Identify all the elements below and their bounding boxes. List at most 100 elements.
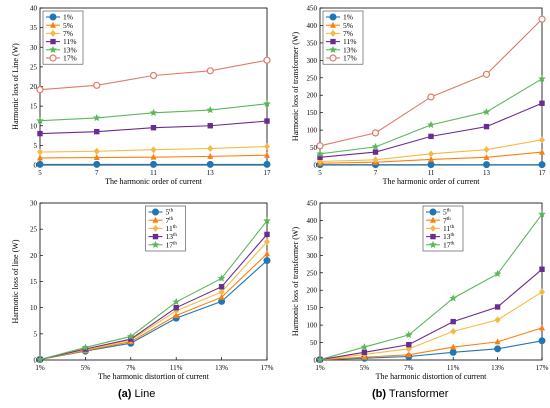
series-line <box>319 291 543 361</box>
data-point <box>93 160 101 168</box>
y-tick-label: 400 <box>307 217 318 225</box>
chart-panel-4: 0 50 100 150 200 250 300 350 400 450 1% 5% 7% 11% 13% 1… <box>291 200 549 382</box>
data-point <box>173 312 180 319</box>
legend-marker <box>49 54 57 62</box>
data-point <box>428 133 434 140</box>
series-11% <box>317 100 545 161</box>
legend-label: 17% <box>63 54 77 63</box>
y-tick-label: 5 <box>34 330 38 338</box>
data-point <box>207 123 213 129</box>
data-point <box>494 316 501 324</box>
y-tick-label: 30 <box>30 200 38 208</box>
y-tick-label: 300 <box>307 252 318 260</box>
data-point <box>206 67 214 75</box>
data-point <box>206 160 214 168</box>
legend-label: 7% <box>343 29 353 38</box>
x-tick-label: 1% <box>315 364 325 372</box>
y-tick-label: 10 <box>30 304 38 312</box>
legend-marker <box>430 233 436 240</box>
data-point <box>207 145 214 153</box>
data-point <box>483 146 490 154</box>
data-point <box>405 351 412 358</box>
y-tick-label: 0 <box>314 162 318 170</box>
data-point <box>207 152 214 159</box>
data-point <box>217 274 226 282</box>
data-point <box>483 153 490 160</box>
legend-label: 13th <box>443 232 455 241</box>
data-point <box>494 304 501 310</box>
legend-marker <box>50 38 56 45</box>
data-point <box>150 153 157 160</box>
y-tick-label: 50 <box>310 144 318 152</box>
data-point <box>450 343 457 350</box>
data-point <box>427 161 435 169</box>
legend-box <box>322 10 364 65</box>
series-5% <box>37 151 270 161</box>
caption-a-text: Line <box>134 388 156 400</box>
legend-marker <box>330 38 336 45</box>
x-tick-label: 11% <box>170 364 183 372</box>
y-tick-label: 25 <box>30 226 38 234</box>
data-point <box>539 266 545 272</box>
data-point <box>449 348 457 356</box>
y-axis-label: Harmonic loss of Line (W) <box>11 43 20 130</box>
data-point <box>150 160 157 168</box>
y-tick-label: 450 <box>307 5 318 13</box>
caption-a-tag: (a) <box>118 388 132 400</box>
y-tick-label: 10 <box>30 122 38 130</box>
series-line <box>39 253 268 361</box>
data-point <box>150 125 157 131</box>
data-point <box>92 113 101 122</box>
chart-panel-3: 0 5 10 15 20 25 30 1% 5% 7% 11% 13% 17% The harmonic … <box>11 200 274 382</box>
x-tick-label: 7 <box>95 169 99 177</box>
legend-marker <box>50 21 56 28</box>
data-point <box>406 341 412 348</box>
caption-b-tag: (b) <box>372 388 387 400</box>
data-point <box>172 297 180 306</box>
data-point <box>36 355 44 363</box>
y-tick-label: 20 <box>30 252 38 260</box>
legend-marker <box>49 13 57 21</box>
legend-label: 13th <box>166 232 178 241</box>
y-tick-label: 150 <box>307 109 318 117</box>
data-point <box>538 210 546 218</box>
series-line <box>319 327 543 361</box>
data-point <box>538 15 546 23</box>
data-point <box>494 345 502 353</box>
data-point <box>218 293 225 300</box>
series-line <box>319 340 543 361</box>
y-tick-label: 15 <box>30 103 38 111</box>
data-point <box>36 160 44 168</box>
data-point <box>264 238 270 246</box>
y-tick-label: 200 <box>307 92 318 100</box>
x-tick-label: 5% <box>81 364 91 372</box>
caption-b-text: Transformer <box>388 388 449 400</box>
x-tick-label: 11 <box>150 169 157 177</box>
legend-marker <box>49 45 57 54</box>
data-point <box>427 93 435 101</box>
data-point <box>37 154 43 161</box>
legend-marker <box>152 208 159 216</box>
data-point <box>493 269 502 278</box>
data-point <box>317 154 323 161</box>
data-point <box>316 355 324 363</box>
x-tick-label: 5% <box>360 364 370 372</box>
y-axis-label: Harmonic loss of transformer (W) <box>291 32 300 142</box>
y-tick-label: 40 <box>30 5 38 13</box>
data-point <box>539 148 545 155</box>
y-tick-label: 350 <box>307 234 318 242</box>
data-point <box>539 136 545 144</box>
data-point <box>316 149 324 158</box>
data-point <box>263 216 271 225</box>
data-point <box>128 336 134 342</box>
data-point <box>428 150 434 158</box>
x-axis-label: The harmonic distortion of current <box>98 372 209 381</box>
series-line <box>319 213 543 361</box>
legend-marker <box>430 224 436 232</box>
caption-b: (b) Transformer <box>372 388 448 400</box>
legend-marker <box>329 54 337 62</box>
legend-marker <box>430 216 436 223</box>
x-tick-label: 13 <box>483 169 491 177</box>
data-point <box>93 81 101 89</box>
